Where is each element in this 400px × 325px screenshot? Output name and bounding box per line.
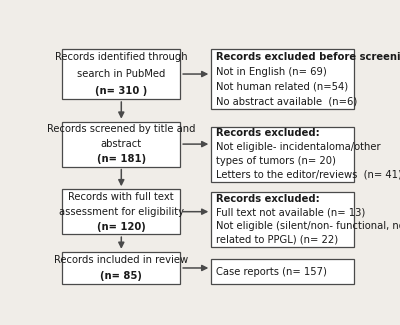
Text: Full text not available (n= 13): Full text not available (n= 13) — [216, 207, 365, 217]
Text: Records with full text: Records with full text — [68, 192, 174, 202]
Text: Records excluded before screening:: Records excluded before screening: — [216, 52, 400, 61]
Text: assessment for eligibility: assessment for eligibility — [59, 207, 184, 217]
Text: (n= 181): (n= 181) — [97, 154, 146, 164]
Text: Not human related (n=54): Not human related (n=54) — [216, 82, 348, 92]
Text: Records included in review: Records included in review — [54, 255, 188, 265]
Text: (n= 85): (n= 85) — [100, 271, 142, 281]
Text: No abstract available  (n=6): No abstract available (n=6) — [216, 97, 357, 107]
Text: search in PubMed: search in PubMed — [77, 69, 166, 79]
Text: Not eligible (silent/non- functional, non: Not eligible (silent/non- functional, no… — [216, 221, 400, 231]
FancyBboxPatch shape — [211, 192, 354, 247]
Text: abstract: abstract — [101, 139, 142, 149]
FancyBboxPatch shape — [211, 49, 354, 109]
Text: Not eligible- incidentaloma/other: Not eligible- incidentaloma/other — [216, 142, 380, 152]
Text: related to PPGL) (n= 22): related to PPGL) (n= 22) — [216, 235, 338, 245]
Text: Records excluded:: Records excluded: — [216, 128, 320, 138]
Text: Records identified through: Records identified through — [55, 52, 188, 62]
Text: Letters to the editor/reviews  (n= 41): Letters to the editor/reviews (n= 41) — [216, 170, 400, 180]
Text: (n= 310 ): (n= 310 ) — [95, 86, 148, 96]
Text: Not in English (n= 69): Not in English (n= 69) — [216, 67, 327, 76]
Text: (n= 120): (n= 120) — [97, 222, 146, 232]
FancyBboxPatch shape — [62, 252, 180, 284]
FancyBboxPatch shape — [62, 189, 180, 234]
Text: Records excluded:: Records excluded: — [216, 193, 320, 203]
Text: Records screened by title and: Records screened by title and — [47, 124, 196, 134]
FancyBboxPatch shape — [62, 122, 180, 167]
Text: Case reports (n= 157): Case reports (n= 157) — [216, 267, 327, 277]
FancyBboxPatch shape — [211, 259, 354, 284]
FancyBboxPatch shape — [211, 127, 354, 182]
Text: types of tumors (n= 20): types of tumors (n= 20) — [216, 156, 336, 166]
FancyBboxPatch shape — [62, 49, 180, 99]
